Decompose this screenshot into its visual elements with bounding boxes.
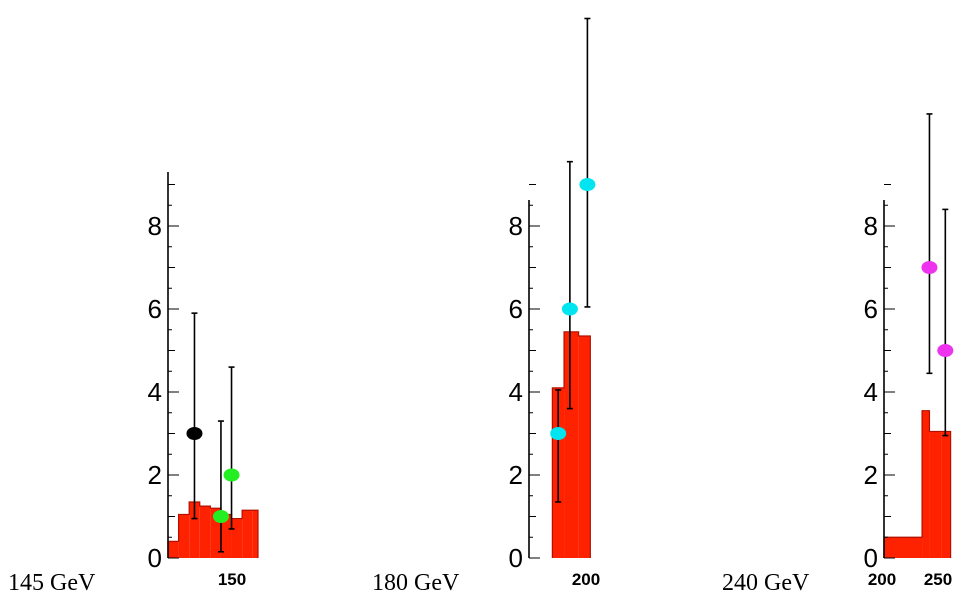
data-point bbox=[212, 510, 229, 523]
x-tick-label: 200 bbox=[868, 570, 896, 589]
y-tick-label: 4 bbox=[148, 377, 162, 407]
y-tick-label: 6 bbox=[864, 294, 878, 324]
x-tick-label: 250 bbox=[924, 570, 952, 589]
y-tick-label: 2 bbox=[864, 460, 878, 490]
histogram-bin bbox=[578, 335, 591, 558]
y-tick-label: 2 bbox=[509, 460, 523, 490]
x-tick-label: 200 bbox=[572, 570, 600, 589]
y-tick-label: 4 bbox=[509, 377, 523, 407]
histogram-bin bbox=[941, 431, 951, 558]
data-point bbox=[561, 302, 578, 316]
y-tick-label: 0 bbox=[509, 543, 523, 573]
y-tick-label: 4 bbox=[864, 377, 878, 407]
data-point bbox=[550, 427, 567, 440]
histogram-bin bbox=[564, 331, 579, 558]
histogram-bin bbox=[168, 541, 179, 558]
histogram-bin bbox=[210, 508, 221, 558]
data-point bbox=[223, 468, 240, 482]
histogram-bin bbox=[922, 410, 930, 558]
histogram-bin bbox=[884, 537, 923, 558]
histogram-outline bbox=[167, 501, 259, 558]
x-tick-label: 150 bbox=[218, 570, 246, 589]
histogram-bin bbox=[220, 514, 232, 558]
y-tick-label: 2 bbox=[148, 460, 162, 490]
y-tick-label: 8 bbox=[148, 211, 162, 241]
histogram-bin bbox=[178, 514, 190, 558]
histogram-outline bbox=[883, 410, 952, 558]
data-point bbox=[579, 178, 596, 191]
y-tick-label: 6 bbox=[509, 294, 523, 324]
mass-caption: 180 GeV bbox=[372, 570, 460, 596]
histogram-bin bbox=[231, 518, 243, 558]
data-point bbox=[186, 427, 203, 440]
histogram-bin bbox=[929, 431, 942, 558]
histogram-bin bbox=[189, 501, 200, 558]
data-point bbox=[937, 344, 954, 357]
histogram-bin bbox=[252, 510, 258, 558]
data-point bbox=[921, 261, 938, 274]
histogram-bin bbox=[199, 506, 211, 558]
y-tick-label: 0 bbox=[148, 543, 162, 573]
y-tick-label: 8 bbox=[509, 211, 523, 241]
histogram-bin bbox=[242, 510, 253, 558]
mass-caption: 240 GeV bbox=[722, 570, 810, 596]
mass-caption: 145 GeV bbox=[8, 570, 96, 596]
y-tick-label: 6 bbox=[148, 294, 162, 324]
y-tick-label: 8 bbox=[864, 211, 878, 241]
histogram-outline bbox=[551, 331, 591, 558]
y-tick-label: 0 bbox=[864, 543, 878, 573]
